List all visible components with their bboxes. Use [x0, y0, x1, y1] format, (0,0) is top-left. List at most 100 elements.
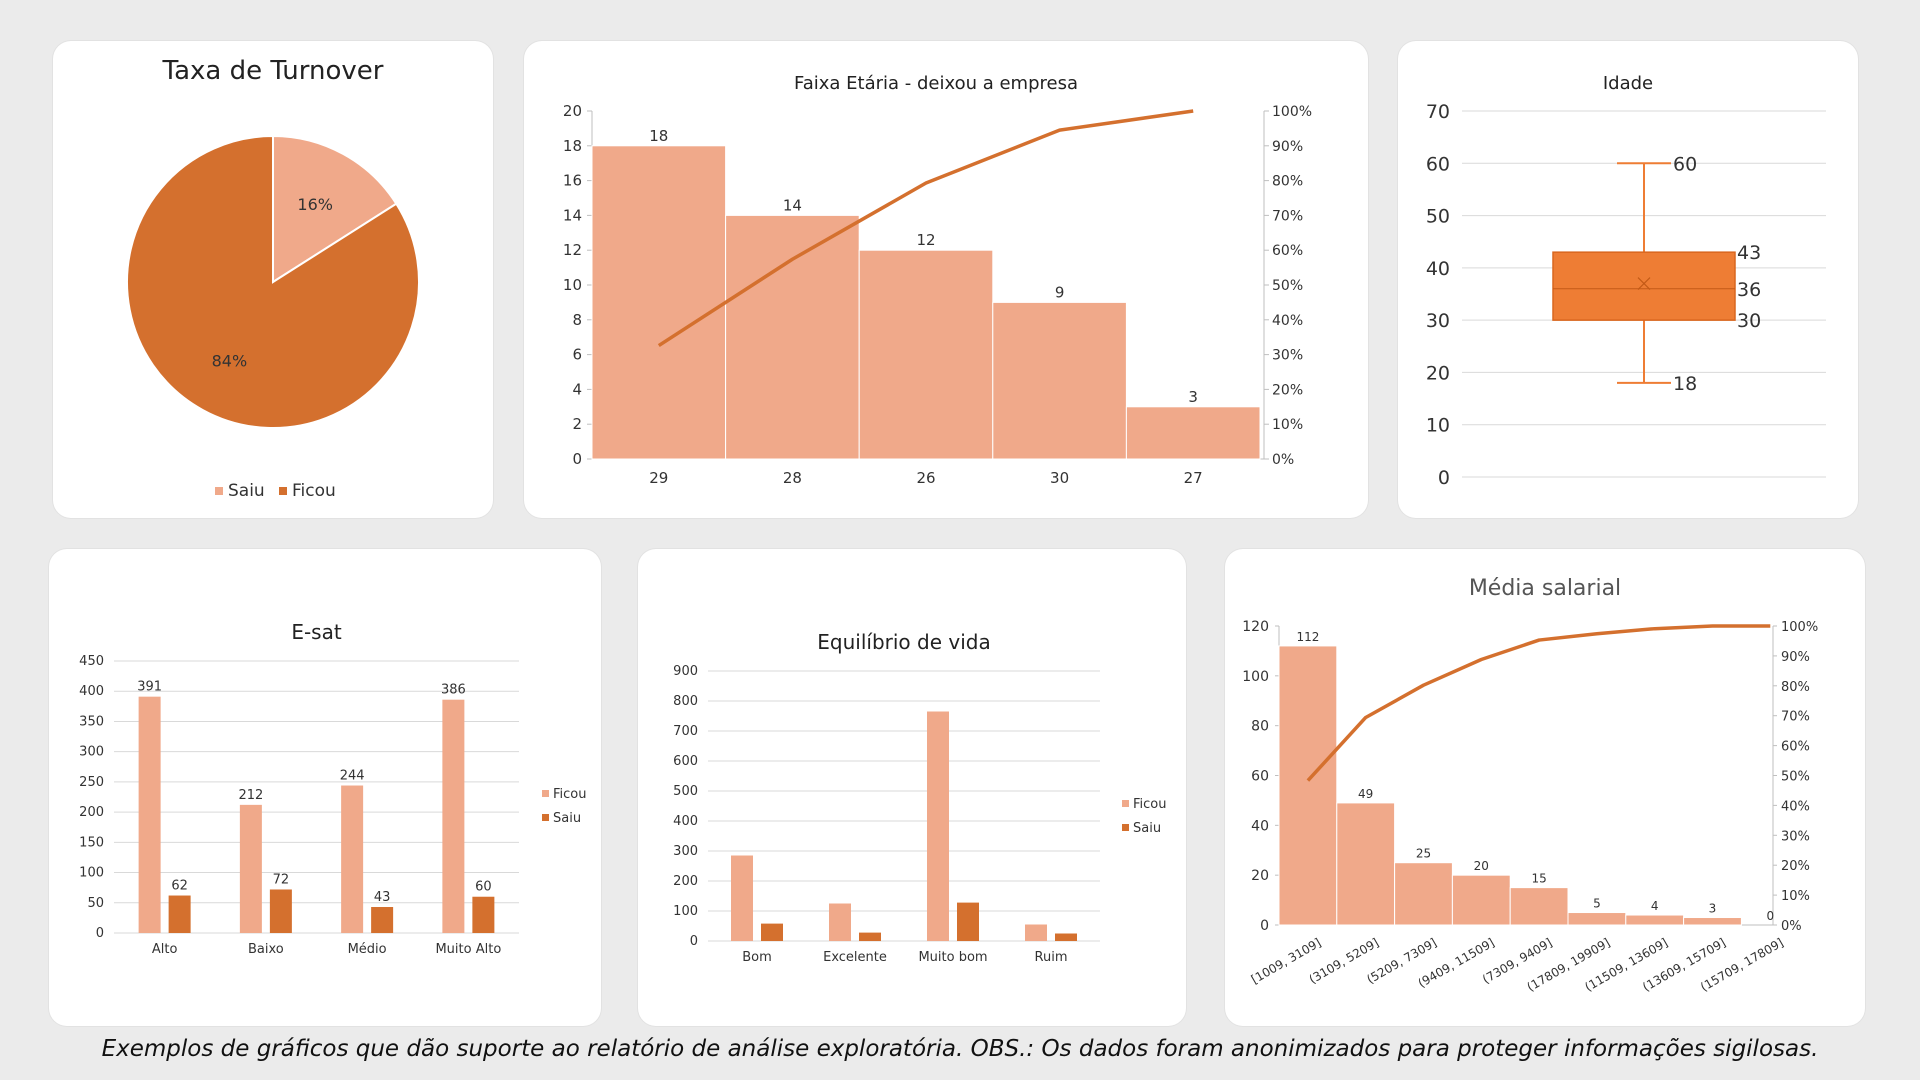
- y2-tick-label: 20%: [1781, 859, 1810, 874]
- y-tick-label: 0: [96, 926, 104, 941]
- y2-tick-label: 10%: [1272, 417, 1303, 433]
- y-tick-label: 300: [79, 745, 104, 760]
- y2-tick-label: 70%: [1781, 710, 1810, 725]
- pie-slice-saiu: [272, 134, 398, 284]
- legend-label-ficou: Ficou: [1133, 797, 1166, 812]
- y2-tick-label: 70%: [1272, 208, 1303, 224]
- pie-data-label: 16%: [297, 195, 333, 214]
- y-tick-label: 100: [1242, 669, 1269, 685]
- y2-tick-label: 30%: [1272, 348, 1303, 364]
- bar-ficou: [239, 804, 262, 933]
- x-tick-label: 30: [1050, 469, 1069, 487]
- bar-ficou: [927, 711, 949, 941]
- y-tick-label: 400: [673, 814, 698, 829]
- y-tick-label: 40: [1426, 258, 1450, 280]
- turnover-chart-card: Taxa de Turnover 16% 84% Saiu Ficou: [53, 41, 493, 518]
- legend-swatch-saiu: [542, 814, 549, 821]
- y2-tick-label: 10%: [1781, 889, 1810, 904]
- mean-marker: [1637, 277, 1651, 290]
- bar-data-label: 20: [1474, 859, 1489, 873]
- box-value-label: 36: [1737, 279, 1761, 301]
- bar-data-label: 15: [1531, 872, 1546, 886]
- y-tick-label: 16: [563, 172, 582, 190]
- y-tick-label: 100: [673, 904, 698, 919]
- y2-tick-label: 0%: [1781, 919, 1802, 934]
- bar: [591, 145, 727, 460]
- y2-tick-label: 50%: [1781, 770, 1810, 785]
- y-tick-label: 250: [79, 775, 104, 790]
- bar-data-label: 4: [1651, 899, 1659, 913]
- y2-tick-label: 40%: [1272, 313, 1303, 329]
- x-tick-label: 27: [1184, 469, 1203, 487]
- bar-ficou: [829, 903, 851, 941]
- bar-data-label: 5: [1593, 897, 1601, 911]
- bar-ficou: [138, 696, 161, 933]
- y2-tick-label: 60%: [1272, 243, 1303, 259]
- bar: [1451, 874, 1511, 926]
- pie-slice-ficou: [126, 134, 420, 429]
- y-tick-label: 200: [673, 874, 698, 889]
- y2-tick-label: 40%: [1781, 799, 1810, 814]
- bar: [1683, 917, 1742, 926]
- bar: [858, 249, 994, 460]
- x-tick-label: 26: [916, 469, 935, 487]
- legend-swatch-saiu: [1122, 824, 1129, 831]
- box-value-label: 60: [1673, 153, 1697, 175]
- x-tick-label: Muito Alto: [435, 942, 501, 957]
- bar-saiu: [1055, 933, 1077, 941]
- y2-tick-label: 100%: [1272, 104, 1312, 120]
- bar-ficou: [341, 785, 364, 933]
- chart-title: Equilíbrio de vida: [817, 630, 990, 654]
- bar-data-label: 3: [1709, 902, 1717, 916]
- bar: [1278, 645, 1338, 926]
- life-balance-chart-card: Equilíbrio de vida 0 100 200 300 400 500 600 700…: [638, 549, 1186, 1026]
- life-balance-bar-chart: Equilíbrio de vida 0 100 200 300 400 500 600 700…: [673, 630, 1166, 965]
- y-tick-label: 120: [1242, 619, 1269, 635]
- y-tick-label: 30: [1426, 310, 1450, 332]
- y-tick-label: 80: [1251, 719, 1269, 735]
- y-tick-label: 50: [1426, 206, 1450, 228]
- legend-swatch-ficou: [1122, 800, 1129, 807]
- x-tick-label: Ruim: [1035, 950, 1068, 965]
- y-tick-label: 700: [673, 724, 698, 739]
- cumulative-line: [657, 109, 1194, 348]
- x-tick-label: Médio: [348, 942, 387, 957]
- legend-label-saiu: Saiu: [228, 481, 265, 501]
- y-tick-label: 60: [1251, 769, 1269, 785]
- cumulative-line: [1306, 624, 1771, 782]
- bar-saiu: [168, 895, 191, 933]
- x-tick-label: Baixo: [248, 942, 284, 957]
- y-tick-label: 6: [572, 346, 582, 364]
- figure-caption: Exemplos de gráficos que dão suporte ao …: [101, 1036, 1819, 1062]
- legend-swatch-saiu: [215, 487, 223, 495]
- y-tick-label: 800: [673, 694, 698, 709]
- y-tick-label: 10: [1426, 415, 1450, 437]
- bar: [1125, 406, 1261, 460]
- pie-data-label: 84%: [212, 351, 248, 370]
- y-tick-label: 400: [79, 684, 104, 699]
- esat-chart-card: E-sat 0 50 100 150 200 250 300 350 400 450 391 62 Alt…: [49, 549, 601, 1026]
- bar-data-label: 49: [1358, 787, 1373, 801]
- bar-ficou: [442, 699, 465, 933]
- bar: [1625, 914, 1685, 926]
- bar-saiu: [371, 907, 394, 933]
- legend-label-saiu: Saiu: [553, 811, 581, 826]
- y-tick-label: 18: [563, 137, 582, 155]
- x-tick-label: 28: [783, 469, 802, 487]
- y-tick-label: 200: [79, 805, 104, 820]
- y-tick-label: 10: [563, 276, 582, 294]
- bar-data-label: 386: [441, 683, 466, 698]
- y-tick-label: 0: [690, 934, 698, 949]
- y-tick-label: 50: [87, 896, 104, 911]
- legend-swatch-ficou: [279, 487, 287, 495]
- bar-data-label: 212: [238, 788, 263, 803]
- y-tick-label: 0: [1438, 467, 1450, 489]
- legend-label-ficou: Ficou: [553, 787, 586, 802]
- chart-title: E-sat: [291, 620, 342, 644]
- legend-label-ficou: Ficou: [292, 481, 336, 501]
- x-tick-label: Muito bom: [918, 950, 987, 965]
- y-tick-label: 8: [572, 311, 582, 329]
- y2-tick-label: 90%: [1272, 139, 1303, 155]
- bar-data-label: 391: [137, 680, 162, 695]
- age-range-pareto-chart: Faixa Etária - deixou a empresa 0 2 4 6 8 10 12…: [563, 73, 1312, 487]
